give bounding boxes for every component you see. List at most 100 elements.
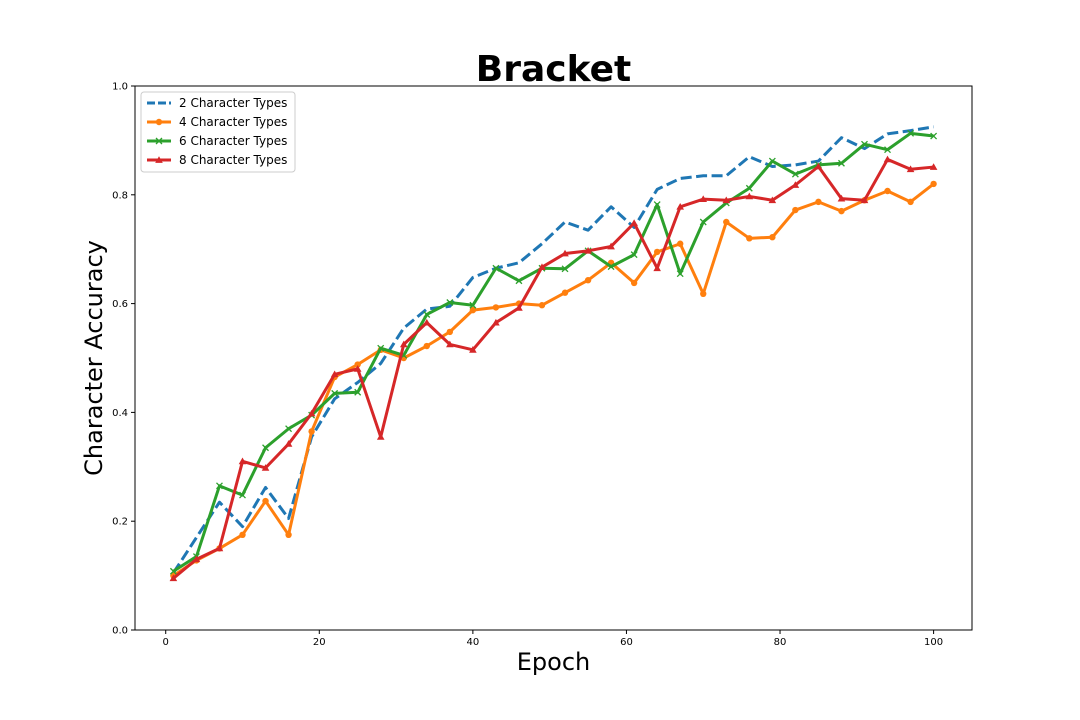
x-tick-label: 40 [467,637,480,648]
data-point [538,302,546,309]
axes-frame [134,85,973,631]
data-point [607,263,615,271]
data-point [492,304,500,311]
data-point [216,482,223,490]
data-point [722,196,731,204]
y-tick-label: 0.0 [112,626,128,637]
x-tick-label: 100 [924,637,943,648]
legend-item: 8 Character Types [147,153,287,167]
data-point [261,464,270,471]
data-point [353,365,362,372]
data-point [792,206,799,214]
x-axis-label: Epoch [517,648,591,676]
data-point [262,497,269,505]
data-point [930,132,938,140]
data-point [791,170,799,178]
data-point [169,567,177,575]
data-point [699,218,707,226]
data-point [399,340,408,348]
data-point [446,328,454,336]
data-point [814,162,823,170]
data-point [239,531,246,538]
x-tick-label: 0 [163,637,169,648]
legend-label: 2 Character Types [179,96,287,110]
data-point [676,270,684,278]
data-point [561,265,569,273]
data-point [768,196,777,204]
data-point [308,428,315,435]
data-point [469,301,477,309]
data-point [354,388,362,396]
data-point [815,198,822,206]
data-point [192,555,201,563]
data-point [838,207,845,215]
data-point [307,409,316,417]
data-point [331,389,339,397]
data-point [907,129,915,137]
series-line [172,182,935,577]
legend-item: 2 Character Types [147,96,287,110]
y-tick-label: 0.2 [112,517,128,528]
legend-marker [155,156,163,163]
legend-item: 6 Character Types [147,134,287,148]
data-point [791,181,800,188]
data-point [630,279,638,287]
legend-marker [155,137,163,145]
data-point [469,346,477,353]
chart-title: Bracket [476,49,631,90]
data-point [584,247,592,254]
data-point [837,194,846,202]
y-tick-label: 0.6 [112,299,128,310]
data-point [423,342,430,350]
data-point [745,192,754,200]
legend-label: 4 Character Types [179,115,287,129]
data-point [239,491,246,499]
data-point [330,370,339,378]
x-tick-label: 60 [620,637,633,648]
data-point [169,574,178,582]
y-tick-label: 1.0 [112,82,128,93]
legend-label: 6 Character Types [179,134,287,148]
data-point [630,251,638,259]
y-axis: 0.0 0.2 0.4 0.6 0.8 1.0 [112,82,135,637]
data-point [653,264,661,272]
series-line [172,131,934,573]
data-point [515,277,523,285]
x-tick-label: 20 [313,637,326,648]
data-point [376,433,385,440]
data-point [422,318,431,326]
legend-box [140,91,296,173]
data-point [423,311,431,318]
series-line [172,157,934,580]
data-point [515,304,523,311]
legend-marker [155,118,163,126]
data-point [262,444,270,452]
series-line [172,125,934,574]
data-point [906,165,915,173]
data-point [238,457,247,465]
data-point [676,202,685,210]
data-point [446,299,454,306]
x-tick-label: 80 [774,637,787,648]
data-point [746,235,753,242]
series-1 [172,125,934,574]
data-point [723,218,730,226]
data-point [561,289,569,296]
data-point [446,340,454,348]
data-point [584,277,592,284]
data-point [538,263,546,271]
data-point [377,344,385,352]
series-2 [170,180,937,579]
data-point [745,184,753,192]
x-axis: 0 20 40 60 80 100 [163,630,943,648]
plot-area [169,125,938,582]
data-point [769,234,776,241]
legend: 2 Character Types 4 Character Types 6 Char… [140,91,296,173]
data-point [699,195,708,203]
data-point [883,155,892,163]
data-point [492,264,500,272]
legend-item: 4 Character Types [147,115,287,129]
legend-label: 8 Character Types [179,153,287,167]
series-3 [169,129,938,575]
